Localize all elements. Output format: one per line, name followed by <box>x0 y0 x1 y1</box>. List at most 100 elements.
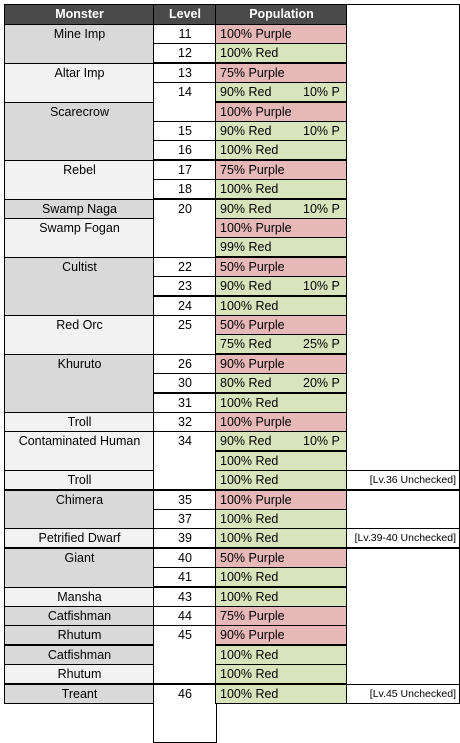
population-main: 100% Purple <box>220 221 292 235</box>
population-main: 90% Red <box>220 202 272 216</box>
population-extra: 10% P <box>303 434 340 448</box>
monster-name: Rebel <box>4 160 155 200</box>
level-cell: 30 <box>153 373 217 393</box>
population-cell: 100% Red <box>215 43 348 63</box>
level-cell: 46 <box>153 684 217 743</box>
population-main: 100% Purple <box>220 415 292 429</box>
level-cell: 32 <box>153 412 217 432</box>
population-cell: 100% Red <box>215 587 348 607</box>
population-main: 100% Red <box>220 182 279 196</box>
level-cell: 22 <box>153 257 217 277</box>
monster-name: Rhutum <box>4 625 155 645</box>
monster-name: Scarecrow <box>4 102 155 161</box>
population-main: 100% Red <box>220 473 279 487</box>
population-cell: 100% Red <box>215 509 348 529</box>
population-cell: 100% Purple <box>215 102 348 122</box>
population-main: 100% Red <box>220 667 279 681</box>
population-cell: 100% Red <box>215 296 348 316</box>
population-main: 50% Purple <box>220 551 285 565</box>
level-cell: 44 <box>153 606 217 626</box>
level-cell: 35 <box>153 490 217 510</box>
unchecked-note: [Lv.39-40 Unchecked] <box>346 528 460 548</box>
monster-name: Troll <box>4 470 155 490</box>
population-extra: 10% P <box>303 85 340 99</box>
population-cell: 99% Red <box>215 237 348 257</box>
population-main: 100% Red <box>220 590 279 604</box>
population-cell: 100% Purple <box>215 490 348 510</box>
population-cell: 50% Purple <box>215 315 348 335</box>
monster-name: Mansha <box>4 587 155 607</box>
population-cell: 90% Red 10% P <box>215 431 348 451</box>
level-cell: 12 <box>153 43 217 63</box>
monster-name: Chimera <box>4 490 155 530</box>
monster-name: Giant <box>4 548 155 588</box>
monster-name: Catfishman <box>4 645 155 665</box>
note-area <box>346 490 460 530</box>
level-cell: 16 <box>153 140 217 160</box>
monster-population-table: Monster Level Population Mine Imp Altar Imp S… <box>4 4 460 743</box>
population-cell: 100% Red <box>215 684 348 704</box>
population-main: 100% Red <box>220 687 279 701</box>
population-main: 50% Purple <box>220 260 285 274</box>
population-main: 75% Purple <box>220 609 285 623</box>
level-cell: 31 <box>153 393 217 413</box>
level-cell: 25 <box>153 315 217 355</box>
population-main: 75% Red <box>220 337 272 351</box>
population-extra: 10% P <box>303 202 340 216</box>
level-cell: 43 <box>153 587 217 607</box>
population-cell: 90% Purple <box>215 625 348 645</box>
population-main: 100% Red <box>220 531 279 545</box>
population-main: 100% Red <box>220 46 279 60</box>
population-cell: 90% Red 10% P <box>215 199 348 219</box>
population-cell: 50% Purple <box>215 257 348 277</box>
monster-name: Red Orc <box>4 315 155 355</box>
population-cell: 80% Red 20% P <box>215 373 348 393</box>
level-cell: 45 <box>153 625 217 684</box>
population-main: 75% Purple <box>220 66 285 80</box>
level-cell: 18 <box>153 179 217 199</box>
monster-name: Catfishman <box>4 606 155 626</box>
monster-name: Altar Imp <box>4 63 155 103</box>
population-cell: 50% Purple <box>215 548 348 568</box>
level-cell: 15 <box>153 121 217 141</box>
population-main: 100% Red <box>220 648 279 662</box>
population-main: 100% Red <box>220 299 279 313</box>
level-cell: 40 <box>153 548 217 568</box>
level-cell: 17 <box>153 160 217 180</box>
header-monster: Monster <box>4 4 155 25</box>
population-main: 90% Purple <box>220 628 285 642</box>
population-cell: 100% Red <box>215 451 348 471</box>
header-level: Level <box>153 4 217 25</box>
population-cell: 75% Purple <box>215 63 348 83</box>
population-main: 100% Red <box>220 143 279 157</box>
monster-name: Cultist <box>4 257 155 316</box>
population-main: 100% Purple <box>220 493 292 507</box>
header-population: Population <box>215 4 348 25</box>
population-main: 99% Red <box>220 240 272 254</box>
population-extra: 25% P <box>303 337 340 351</box>
level-cell: 24 <box>153 296 217 316</box>
population-cell: 90% Red 10% P <box>215 82 348 102</box>
monster-name: Troll <box>4 412 155 432</box>
population-extra: 20% P <box>303 376 340 390</box>
monster-name: Petrified Dwarf <box>4 528 155 548</box>
population-main: 90% Red <box>220 279 272 293</box>
population-main: 100% Red <box>220 454 279 468</box>
level-cell: 37 <box>153 509 217 529</box>
population-main: 100% Purple <box>220 105 292 119</box>
population-cell: 100% Red <box>215 179 348 199</box>
level-cell: 14 <box>153 82 217 122</box>
level-cell: 26 <box>153 354 217 374</box>
population-main: 90% Red <box>220 85 272 99</box>
population-cell: 100% Red <box>215 140 348 160</box>
population-main: 100% Red <box>220 570 279 584</box>
level-cell: 39 <box>153 528 217 548</box>
unchecked-note: [Lv.45 Unchecked] <box>346 684 460 704</box>
level-cell: 20 <box>153 199 217 258</box>
monster-name: Swamp Naga <box>4 199 155 219</box>
population-main: 75% Purple <box>220 163 285 177</box>
population-cell: 75% Purple <box>215 606 348 626</box>
population-cell: 90% Red 10% P <box>215 121 348 141</box>
monster-name: Mine Imp <box>4 24 155 64</box>
level-cell: 11 <box>153 24 217 44</box>
